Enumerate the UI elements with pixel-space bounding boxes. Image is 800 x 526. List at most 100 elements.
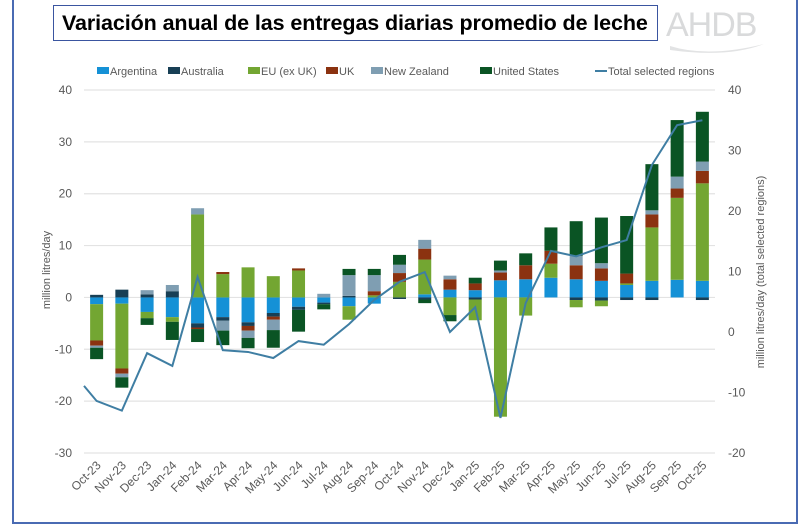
x-axis-ticks: Oct-23Nov-23Dec-23Jan-24Feb-24Mar-24Apr-… bbox=[68, 458, 709, 496]
bar-segment-new-zealand bbox=[670, 176, 684, 189]
bar-segment-eu-ex-uk- bbox=[544, 263, 558, 278]
bar-stack-Apr-24 bbox=[241, 267, 255, 349]
bar-segment-new-zealand bbox=[342, 275, 356, 296]
bar-segment-argentina bbox=[569, 279, 583, 298]
bar-stack-Oct-25 bbox=[695, 111, 709, 301]
bar-segment-australia bbox=[645, 297, 659, 301]
bar-segment-argentina bbox=[493, 280, 507, 298]
legend-swatch bbox=[248, 67, 260, 74]
bar-segment-australia bbox=[418, 297, 432, 300]
bar-segment-argentina bbox=[519, 279, 533, 298]
bar-segment-united-states bbox=[342, 268, 356, 276]
y-tick-label: -20 bbox=[55, 394, 73, 408]
legend-swatch bbox=[326, 67, 338, 74]
legend-label: United States bbox=[493, 66, 560, 78]
bar-segment-united-states bbox=[90, 347, 104, 360]
legend: Argentina Australia EU (ex UK) UK New Zealan… bbox=[97, 66, 715, 78]
bar-segment-eu-ex-uk- bbox=[140, 311, 154, 319]
bar-segment-argentina bbox=[165, 297, 179, 318]
legend-swatch bbox=[371, 67, 383, 74]
bar-segment-new-zealand bbox=[594, 263, 608, 269]
legend-item-uk: UK bbox=[326, 66, 355, 78]
bar-segment-australia bbox=[292, 306, 306, 310]
bar-segment-argentina bbox=[241, 297, 255, 323]
bar-segment-argentina bbox=[695, 280, 709, 298]
bar-segment-argentina bbox=[90, 297, 104, 305]
bar-segment-argentina bbox=[216, 297, 230, 318]
y2-tick-label: 40 bbox=[728, 83, 742, 97]
bar-segment-eu-ex-uk- bbox=[418, 259, 432, 295]
bar-segment-new-zealand bbox=[393, 264, 406, 274]
bar-segment-australia bbox=[468, 297, 482, 300]
bar-segment-united-states bbox=[645, 164, 659, 211]
bar-stack-Apr-25 bbox=[544, 227, 558, 298]
bar-segment-australia bbox=[216, 317, 230, 321]
bar-segment-eu-ex-uk- bbox=[569, 300, 583, 308]
title-box bbox=[53, 5, 658, 41]
bar-segment-uk bbox=[670, 188, 684, 198]
bar-segment-uk bbox=[620, 273, 634, 284]
bar-segment-argentina bbox=[468, 290, 482, 298]
bar-segment-australia bbox=[317, 302, 331, 305]
bar-segment-united-states bbox=[140, 318, 154, 325]
bar-segment-new-zealand bbox=[90, 345, 104, 348]
y-tick-label: -30 bbox=[55, 446, 73, 460]
bar-segment-united-states bbox=[241, 337, 255, 349]
bar-segment-eu-ex-uk- bbox=[645, 227, 659, 281]
bar-segment-united-states bbox=[519, 253, 533, 266]
bar-segment-uk bbox=[191, 327, 205, 330]
legend-swatch bbox=[97, 67, 109, 74]
bar-segment-argentina bbox=[544, 277, 558, 298]
bar-segment-united-states bbox=[468, 277, 482, 284]
bar-segment-eu-ex-uk- bbox=[241, 267, 255, 298]
bar-segment-uk bbox=[216, 272, 230, 275]
legend-item-total-selected-regions: Total selected regions bbox=[595, 66, 715, 78]
legend-label: UK bbox=[339, 66, 355, 78]
bar-segment-eu-ex-uk- bbox=[620, 283, 634, 285]
chart-title: Variación anual de las entregas diarias … bbox=[62, 11, 648, 35]
bar-segment-new-zealand bbox=[443, 275, 457, 280]
bar-segment-eu-ex-uk- bbox=[670, 197, 684, 280]
bar-stack-May-25 bbox=[569, 221, 583, 308]
bar-segment-eu-ex-uk- bbox=[292, 270, 306, 298]
bar-segment-united-states bbox=[266, 330, 280, 348]
bar-segment-uk bbox=[90, 340, 104, 346]
y2-tick-label: -10 bbox=[728, 386, 746, 400]
bar-stack-Oct-24 bbox=[393, 254, 406, 299]
bar-stacks bbox=[90, 111, 709, 417]
chart-frame bbox=[12, 0, 798, 524]
bar-stack-Nov-24 bbox=[418, 239, 432, 304]
logo-swoosh-icon bbox=[670, 44, 764, 53]
bar-segment-argentina bbox=[115, 297, 129, 304]
bar-segment-australia bbox=[115, 289, 129, 298]
bar-segment-uk bbox=[519, 265, 533, 280]
bar-segment-new-zealand bbox=[165, 284, 179, 292]
y2-tick-label: -20 bbox=[728, 446, 746, 460]
bar-segment-argentina bbox=[292, 297, 306, 307]
bar-segment-new-zealand bbox=[317, 293, 331, 298]
bar-segment-australia bbox=[140, 294, 154, 298]
bar-segment-eu-ex-uk- bbox=[165, 317, 179, 322]
y2-tick-label: 30 bbox=[728, 144, 742, 158]
right-axis-ticks: -20 -10 0 10 20 30 40 bbox=[728, 83, 746, 460]
bar-segment-eu-ex-uk- bbox=[367, 295, 381, 298]
bar-segment-united-states bbox=[367, 268, 381, 276]
bar-segment-united-states bbox=[443, 315, 457, 322]
bar-segment-australia bbox=[620, 297, 634, 301]
bar-segment-new-zealand bbox=[191, 208, 205, 215]
bar-segment-united-states bbox=[317, 304, 331, 310]
y-tick-label: 40 bbox=[59, 83, 73, 97]
bar-segment-uk bbox=[393, 273, 406, 282]
bar-segment-united-states bbox=[695, 111, 709, 162]
bar-segment-united-states bbox=[165, 321, 179, 340]
bar-segment-argentina bbox=[594, 280, 608, 298]
legend-item-argentina: Argentina bbox=[97, 66, 158, 78]
bar-stack-Nov-23 bbox=[115, 289, 129, 388]
bar-segment-eu-ex-uk- bbox=[115, 303, 129, 369]
bar-segment-united-states bbox=[670, 120, 684, 177]
bar-segment-eu-ex-uk- bbox=[393, 281, 406, 298]
bar-segment-new-zealand bbox=[266, 319, 280, 331]
bar-segment-argentina bbox=[317, 297, 331, 303]
bar-stack-Aug-24 bbox=[342, 268, 356, 320]
bar-segment-uk bbox=[266, 316, 280, 320]
